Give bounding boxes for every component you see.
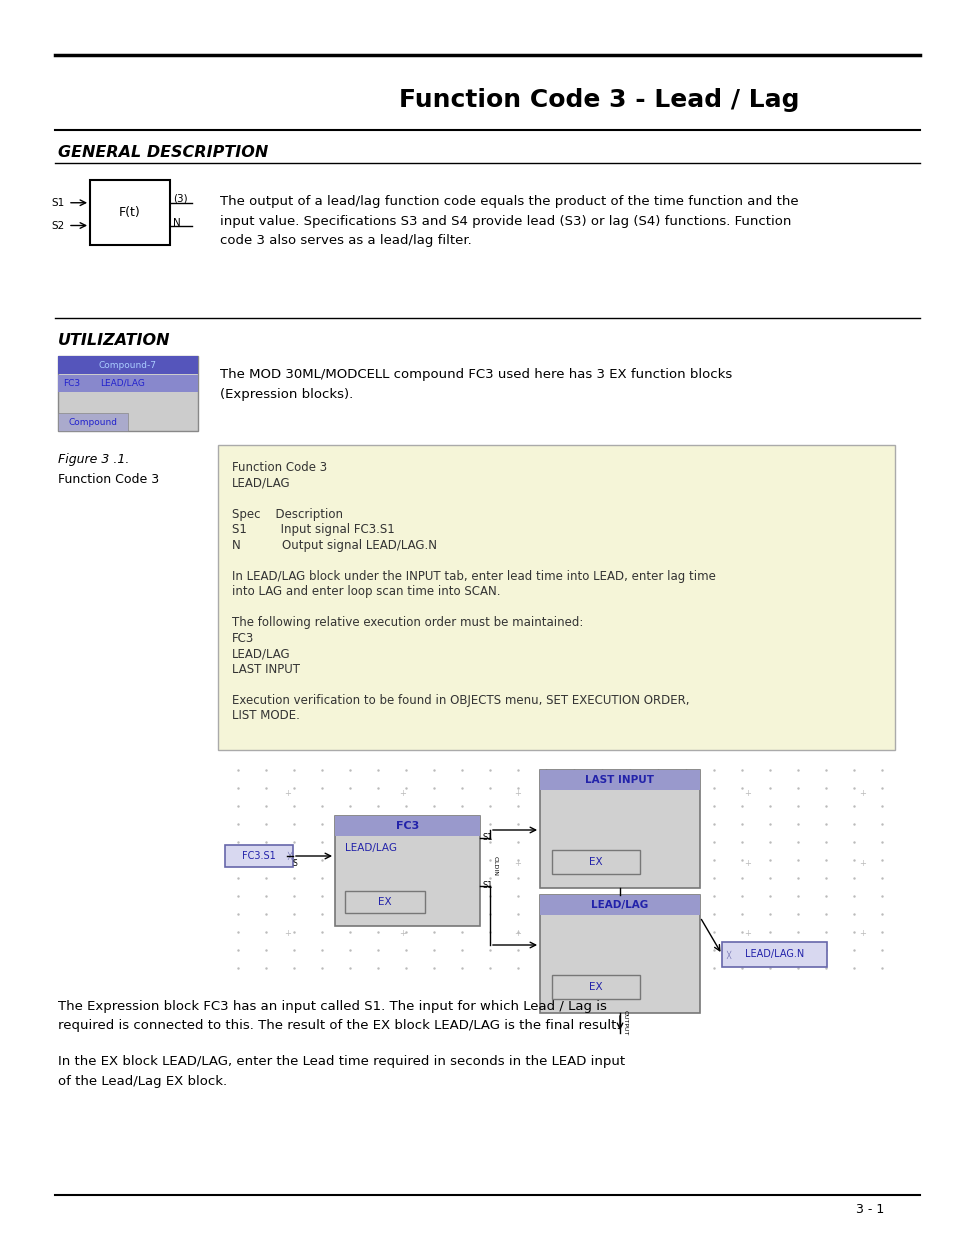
Text: LEAD/LAG: LEAD/LAG xyxy=(345,844,396,853)
Text: +: + xyxy=(399,929,406,937)
FancyBboxPatch shape xyxy=(539,769,700,790)
Text: S1: S1 xyxy=(482,834,493,842)
Text: +: + xyxy=(743,929,751,937)
Text: 3 - 1: 3 - 1 xyxy=(855,1203,883,1216)
Text: Figure 3 .1.: Figure 3 .1. xyxy=(58,453,130,466)
FancyBboxPatch shape xyxy=(552,974,639,999)
Text: +: + xyxy=(859,788,865,798)
Text: OLDIN: OLDIN xyxy=(493,856,497,876)
Text: F(t): F(t) xyxy=(119,206,141,219)
Text: EX: EX xyxy=(377,897,392,906)
Text: Function Code 3: Function Code 3 xyxy=(58,473,159,487)
Text: +: + xyxy=(859,929,865,937)
Text: ╳: ╳ xyxy=(725,951,729,958)
Text: +: + xyxy=(514,858,521,867)
Text: LEAD/LAG: LEAD/LAG xyxy=(591,900,648,910)
FancyBboxPatch shape xyxy=(539,769,700,888)
FancyBboxPatch shape xyxy=(721,942,826,967)
Text: +: + xyxy=(284,929,291,937)
Text: FC3: FC3 xyxy=(395,821,418,831)
Text: S: S xyxy=(293,858,297,867)
Text: +: + xyxy=(284,788,291,798)
Text: +: + xyxy=(629,788,636,798)
Text: +: + xyxy=(743,788,751,798)
Text: +: + xyxy=(284,858,291,867)
FancyBboxPatch shape xyxy=(58,356,198,374)
Text: The following relative execution order must be maintained:: The following relative execution order m… xyxy=(232,616,583,629)
FancyBboxPatch shape xyxy=(218,445,894,750)
Text: +: + xyxy=(514,788,521,798)
Text: +: + xyxy=(629,858,636,867)
Text: GENERAL DESCRIPTION: GENERAL DESCRIPTION xyxy=(58,144,268,159)
Text: FC3.S1: FC3.S1 xyxy=(242,851,275,861)
Text: LEAD/LAG.N: LEAD/LAG.N xyxy=(744,950,803,960)
Text: Spec    Description: Spec Description xyxy=(232,508,343,520)
Text: +: + xyxy=(514,929,521,937)
Text: (3): (3) xyxy=(172,193,188,204)
Text: FC3: FC3 xyxy=(63,378,80,388)
Text: Compound: Compound xyxy=(69,417,117,426)
FancyBboxPatch shape xyxy=(335,816,479,926)
Text: +: + xyxy=(743,858,751,867)
Text: S1: S1 xyxy=(51,198,65,207)
Text: S1         Input signal FC3.S1: S1 Input signal FC3.S1 xyxy=(232,522,395,536)
Text: LIST MODE.: LIST MODE. xyxy=(232,709,299,722)
FancyBboxPatch shape xyxy=(225,845,293,867)
Text: UTILIZATION: UTILIZATION xyxy=(58,332,171,347)
Text: Execution verification to be found in OBJECTS menu, SET EXECUTION ORDER,: Execution verification to be found in OB… xyxy=(232,694,689,706)
FancyBboxPatch shape xyxy=(335,816,479,836)
Text: EX: EX xyxy=(589,982,602,992)
Text: into LAG and enter loop scan time into SCAN.: into LAG and enter loop scan time into S… xyxy=(232,585,500,598)
Text: +: + xyxy=(399,788,406,798)
FancyBboxPatch shape xyxy=(90,180,170,245)
FancyBboxPatch shape xyxy=(58,412,128,431)
FancyBboxPatch shape xyxy=(552,850,639,874)
Text: +: + xyxy=(629,929,636,937)
FancyBboxPatch shape xyxy=(58,356,198,431)
Text: ╳: ╳ xyxy=(287,852,291,860)
FancyBboxPatch shape xyxy=(345,890,424,913)
Text: The Expression block FC3 has an input called S1. The input for which Lead / Lag : The Expression block FC3 has an input ca… xyxy=(58,1000,619,1032)
Text: LEAD/LAG: LEAD/LAG xyxy=(100,378,145,388)
Text: Function Code 3: Function Code 3 xyxy=(232,461,327,474)
Text: The output of a lead/lag function code equals the product of the time function a: The output of a lead/lag function code e… xyxy=(220,195,798,247)
Text: Function Code 3 - Lead / Lag: Function Code 3 - Lead / Lag xyxy=(399,88,800,112)
Text: N: N xyxy=(172,217,180,228)
Text: +: + xyxy=(859,858,865,867)
Text: LAST INPUT: LAST INPUT xyxy=(232,662,299,676)
Text: S1: S1 xyxy=(482,882,493,890)
Text: In LEAD/LAG block under the INPUT tab, enter lead time into LEAD, enter lag time: In LEAD/LAG block under the INPUT tab, e… xyxy=(232,569,715,583)
Text: OUTPUT: OUTPUT xyxy=(622,1010,627,1036)
Text: S2: S2 xyxy=(51,221,65,231)
Text: In the EX block LEAD/LAG, enter the Lead time required in seconds in the LEAD in: In the EX block LEAD/LAG, enter the Lead… xyxy=(58,1055,624,1088)
Text: N           Output signal LEAD/LAG.N: N Output signal LEAD/LAG.N xyxy=(232,538,436,552)
Text: The MOD 30ML/MODCELL compound FC3 used here has 3 EX function blocks
(Expression: The MOD 30ML/MODCELL compound FC3 used h… xyxy=(220,368,732,400)
Text: LAST INPUT: LAST INPUT xyxy=(585,776,654,785)
FancyBboxPatch shape xyxy=(539,895,700,915)
FancyBboxPatch shape xyxy=(539,895,700,1013)
Text: FC3: FC3 xyxy=(232,631,254,645)
Text: LEAD/LAG: LEAD/LAG xyxy=(232,477,291,489)
Text: LEAD/LAG: LEAD/LAG xyxy=(232,647,291,659)
Text: +: + xyxy=(399,858,406,867)
Text: Compound-7: Compound-7 xyxy=(99,361,157,369)
FancyBboxPatch shape xyxy=(58,375,198,391)
Text: EX: EX xyxy=(589,857,602,867)
